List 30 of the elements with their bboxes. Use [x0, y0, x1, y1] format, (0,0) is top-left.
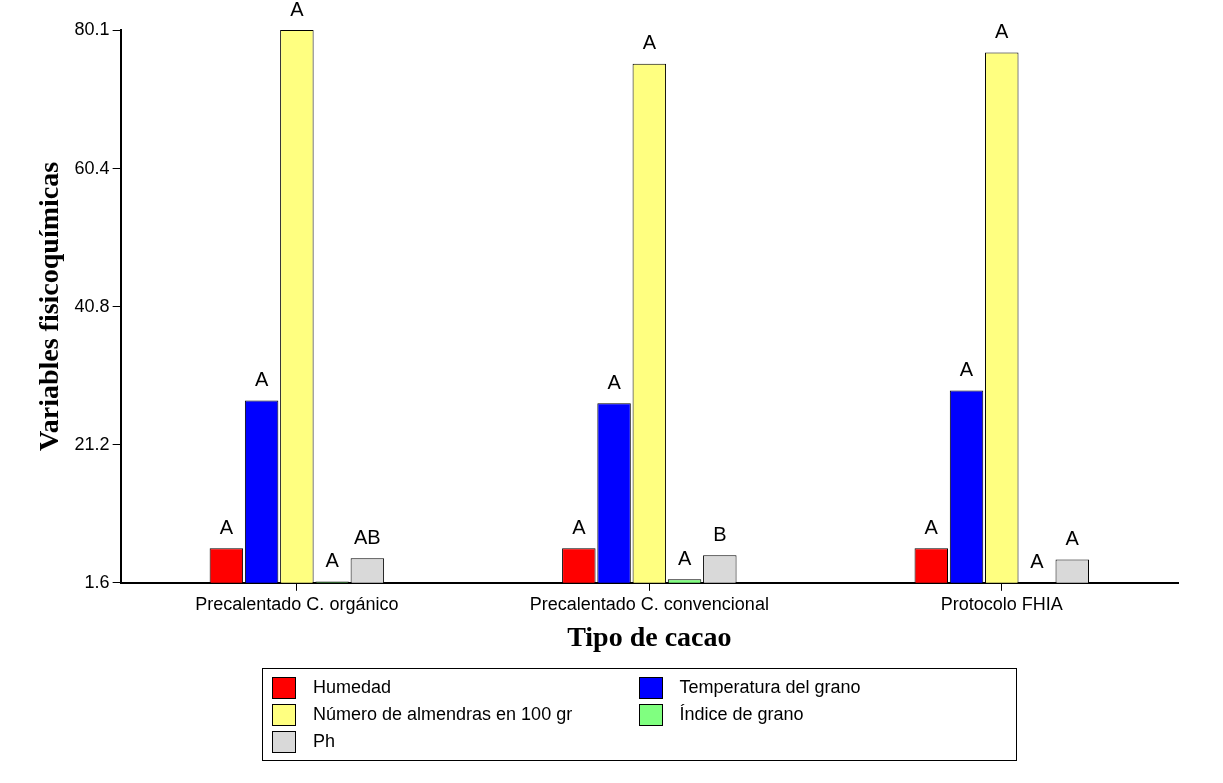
y-tick-label: 21.2: [74, 433, 110, 454]
x-tick-label: Precalentado C. orgánico: [195, 593, 399, 614]
legend-label: Humedad: [313, 677, 392, 698]
data-label: B: [713, 522, 727, 545]
data-label: A: [677, 546, 692, 569]
legend-label: Número de almendras en 100 gr: [313, 704, 573, 725]
data-label: A: [290, 0, 305, 20]
legend-label: Ph: [313, 731, 336, 752]
data-label: AB: [354, 525, 381, 548]
data-label: A: [924, 515, 939, 538]
x-axis-title: Tipo de cacao: [567, 621, 732, 653]
legend-label: Índice de grano: [679, 704, 804, 725]
y-tick-label: 40.8: [74, 295, 110, 316]
data-label: A: [325, 548, 340, 571]
data-label: A: [642, 31, 657, 54]
data-label: A: [1065, 527, 1080, 550]
data-label: A: [572, 515, 587, 538]
data-label: A: [959, 358, 974, 381]
y-tick-label: 1.6: [84, 571, 110, 592]
data-label: A: [219, 515, 234, 538]
y-tick-label: 60.4: [74, 157, 110, 178]
data-label: A: [995, 20, 1010, 43]
data-label: A: [607, 370, 622, 393]
legend-label: Temperatura del grano: [679, 677, 861, 698]
data-label: A: [254, 367, 269, 390]
y-tick-label: 80.1: [74, 18, 110, 39]
data-label: A: [1030, 549, 1045, 572]
y-axis-title: Variables fisicoquímicas: [33, 161, 65, 451]
x-tick-label: Precalentado C. convencional: [529, 593, 769, 614]
x-tick-label: Protocolo FHIA: [940, 593, 1063, 614]
